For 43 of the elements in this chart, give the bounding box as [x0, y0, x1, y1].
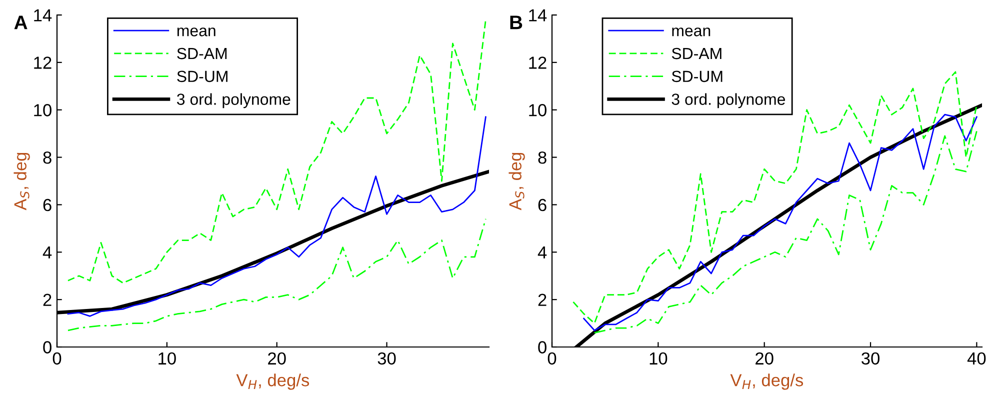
- line-series: [572, 71, 978, 324]
- y-tick-label: 14: [34, 9, 52, 22]
- x-axis-title: V$_{H}$, deg/s: [236, 374, 310, 390]
- chart-title: B: [510, 16, 522, 30]
- y-tick-label: 8: [538, 151, 546, 164]
- y-tick-label: 4: [538, 246, 547, 258]
- x-tick-label: 40: [967, 352, 986, 365]
- x-tick-label: 0: [52, 352, 62, 365]
- y-tick-label: 12: [529, 56, 546, 69]
- line-series: [67, 116, 486, 317]
- x-tick-label: 30: [862, 352, 880, 365]
- y-tick-label: 2: [538, 294, 546, 306]
- legend-label: mean: [672, 28, 710, 36]
- y-tick-label: 14: [529, 9, 547, 22]
- x-tick-label: 10: [650, 352, 668, 365]
- y-axis-title: A$_{S}$, deg: [508, 152, 525, 210]
- y-tick-label: 2: [43, 294, 52, 306]
- legend-label: SD-UM: [177, 70, 228, 82]
- y-axis-title: A$_{S}$, deg: [14, 152, 30, 210]
- y-tick-label: 6: [43, 198, 52, 212]
- x-tick-label: 10: [158, 352, 176, 365]
- x-tick-label: 20: [756, 352, 774, 365]
- y-tick-label: 0: [43, 341, 52, 354]
- legend-label: mean: [177, 28, 216, 36]
- x-axis-title: V$_{H}$, deg/s: [730, 374, 804, 390]
- x-tick-label: 20: [268, 352, 286, 365]
- y-tick-label: 10: [529, 104, 546, 116]
- legend-label: SD-AM: [177, 48, 227, 60]
- legend-label: SD-UM: [672, 70, 722, 82]
- x-tick-label: 30: [378, 352, 396, 365]
- line-series: [67, 19, 486, 284]
- x-tick-label: 0: [548, 352, 556, 365]
- y-tick-label: 6: [538, 198, 546, 212]
- y-tick-label: 4: [42, 246, 52, 258]
- chart-title: A: [14, 16, 28, 30]
- legend-label: 3 ord. polynome: [672, 93, 785, 108]
- y-tick-label: 12: [34, 56, 52, 69]
- y-tick-label: 0: [538, 341, 546, 354]
- legend-label: SD-AM: [672, 48, 722, 60]
- line-series: [67, 218, 486, 332]
- y-tick-label: 10: [34, 104, 52, 116]
- y-tick-label: 8: [43, 151, 52, 164]
- legend-label: 3 ord. polynome: [177, 93, 290, 108]
